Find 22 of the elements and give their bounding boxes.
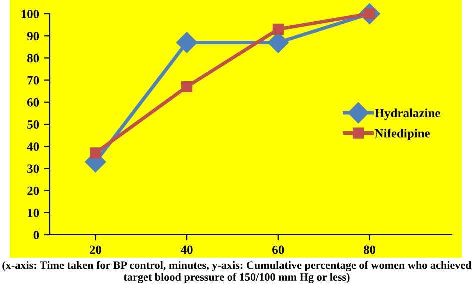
y-tick-label: 30 — [28, 164, 40, 174]
y-tick-label: 20 — [28, 186, 40, 196]
y-tick-label: 90 — [27, 32, 40, 41]
y-tick-label: 80 — [28, 54, 40, 63]
y-tick-label: 0 — [34, 231, 40, 240]
y-tick-label: 40 — [27, 142, 40, 152]
text: (x-axis: Time taken for BP control, minutes, y-axis: Cumulative percentage of women who achieved target blood pressure of 150/100 mm Hg or less) — [2, 261, 472, 284]
y-tick-label: 70 — [28, 76, 40, 85]
point — [272, 24, 284, 36]
y-tick-label: 60 — [28, 98, 40, 107]
x-tick-label: 60 — [272, 246, 284, 254]
point — [176, 32, 198, 54]
point — [181, 81, 193, 92]
y-tick-label: 50 — [28, 120, 40, 129]
y-tick-label: 10 — [28, 208, 40, 218]
x-tick-label: 80 — [364, 246, 376, 254]
legend-label: Hydralazine — [374, 108, 440, 120]
legend-label: Nifedipine — [375, 128, 430, 140]
point — [90, 148, 102, 159]
y-tick-label: 100 — [22, 10, 40, 18]
x-tick-label: 20 — [90, 246, 102, 254]
x-tick-label: 40 — [180, 246, 193, 254]
